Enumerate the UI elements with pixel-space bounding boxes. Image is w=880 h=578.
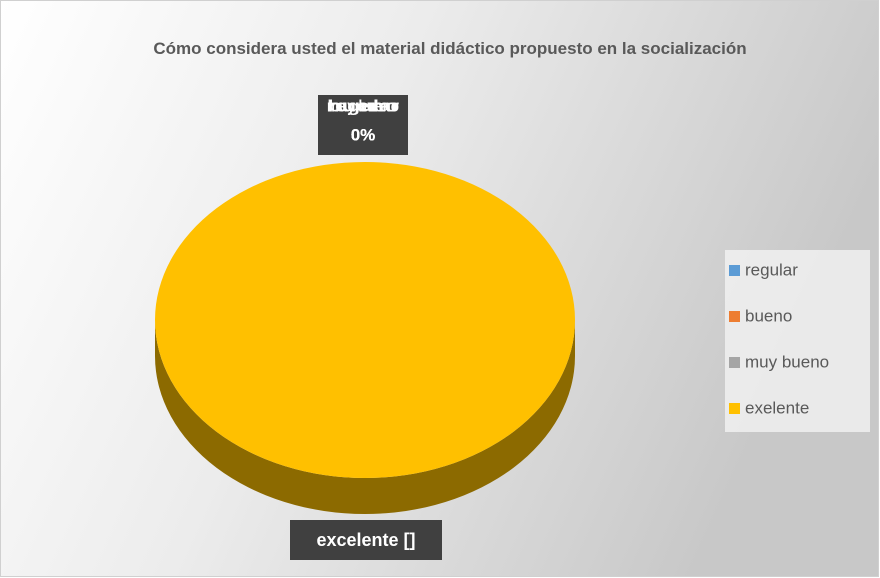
legend-box <box>725 250 870 432</box>
legend-swatch <box>729 265 740 276</box>
legend-label: regular <box>745 260 798 279</box>
legend-swatch <box>729 403 740 414</box>
chart-title: Cómo considera usted el material didácti… <box>153 39 747 58</box>
data-label-name: regular <box>327 96 399 115</box>
data-label-name: bueno <box>327 96 399 115</box>
data-label-box <box>290 520 442 560</box>
legend-label: bueno <box>745 306 792 325</box>
data-label-name: muy bueno <box>327 96 399 115</box>
pie-side <box>155 320 575 514</box>
data-label: excelente [] <box>316 530 415 550</box>
legend-label: exelente <box>745 398 809 417</box>
legend-swatch <box>729 311 740 322</box>
legend-label: muy bueno <box>745 352 829 371</box>
data-label: 0% <box>351 125 376 144</box>
legend-swatch <box>729 357 740 368</box>
data-label: 0% <box>351 125 376 144</box>
data-label: 0% <box>351 125 376 144</box>
pie-slice <box>155 162 575 478</box>
data-label-box <box>318 95 408 155</box>
